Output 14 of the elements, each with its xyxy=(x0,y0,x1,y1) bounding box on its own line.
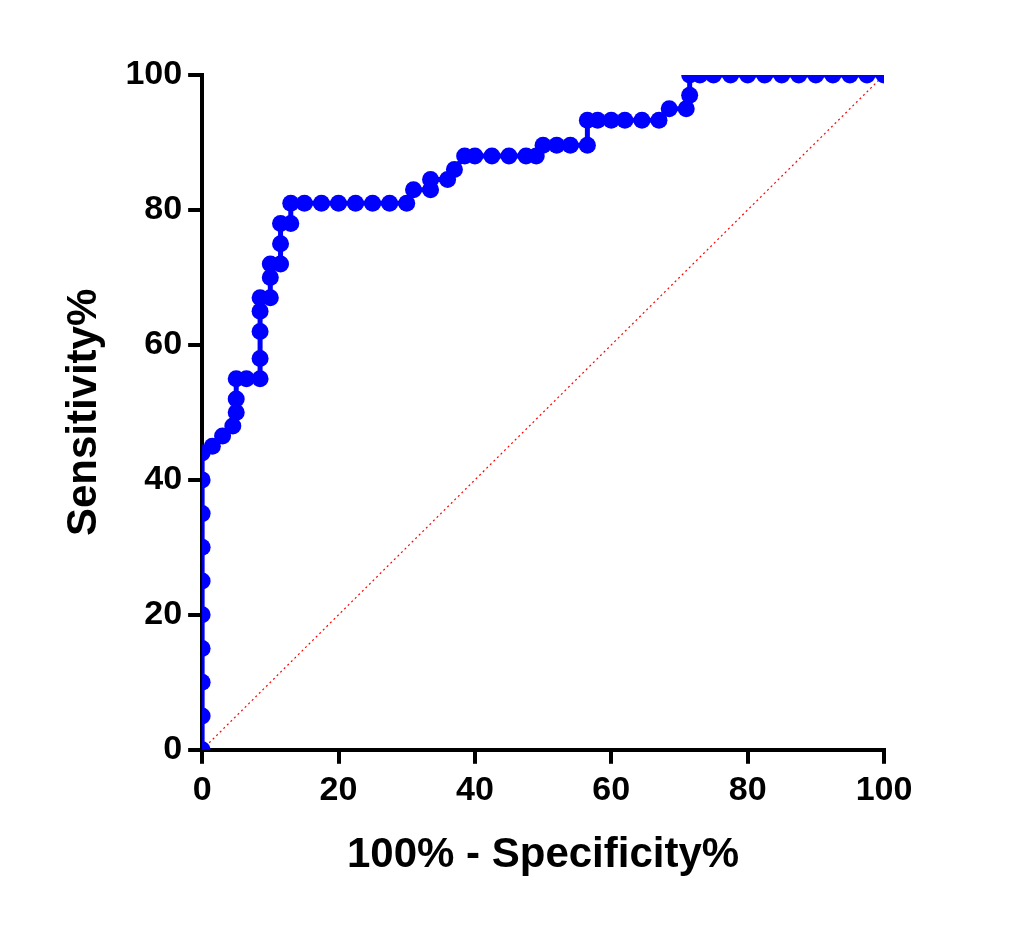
y-axis-title: Sensitivity% xyxy=(57,288,105,537)
x-tick-label: 0 xyxy=(192,768,212,807)
y-tick-label: 40 xyxy=(144,458,183,497)
x-tick-label: 60 xyxy=(592,768,631,807)
y-tick-label: 100 xyxy=(125,53,183,92)
x-axis-title: 100% - Specificity% xyxy=(346,829,740,877)
x-tick-label: 20 xyxy=(319,768,358,807)
y-tick-label: 0 xyxy=(163,728,183,767)
y-tick-label: 80 xyxy=(144,188,183,227)
x-tick-label: 100 xyxy=(855,768,913,807)
y-tick-label: 20 xyxy=(144,593,183,632)
x-tick-label: 40 xyxy=(455,768,494,807)
x-tick-label: 80 xyxy=(728,768,767,807)
y-tick-label: 60 xyxy=(144,323,183,362)
